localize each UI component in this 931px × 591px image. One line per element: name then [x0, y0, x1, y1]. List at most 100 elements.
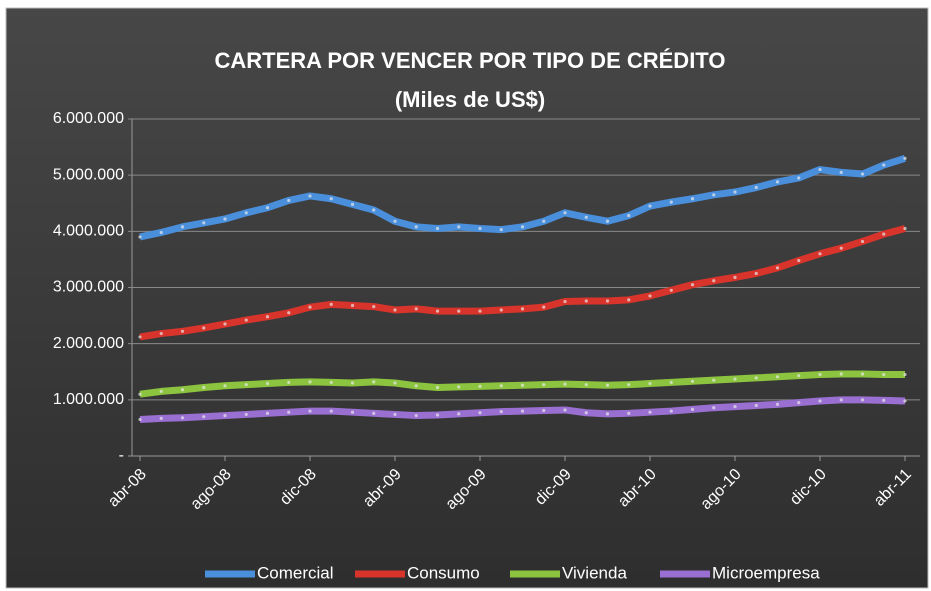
point-marker [393, 219, 397, 223]
point-marker [584, 411, 588, 415]
y-tick-label: - [119, 447, 124, 464]
point-marker [563, 299, 567, 304]
point-marker [478, 384, 482, 388]
point-marker [584, 215, 588, 219]
point-marker [882, 232, 886, 236]
point-marker [690, 379, 695, 383]
point-marker [350, 303, 355, 308]
point-marker [903, 156, 907, 160]
point-marker [350, 202, 355, 206]
point-marker [457, 385, 461, 389]
point-marker [797, 401, 801, 405]
point-marker [754, 376, 758, 380]
point-marker [605, 412, 610, 416]
point-marker [393, 412, 397, 417]
point-marker [712, 279, 716, 283]
point-marker [372, 208, 376, 212]
point-marker [754, 403, 758, 408]
point-marker [457, 309, 461, 313]
point-marker [733, 190, 737, 194]
point-marker [499, 308, 503, 312]
y-tick-label: 2.000.000 [53, 335, 124, 352]
point-marker [478, 226, 482, 231]
point-marker [648, 381, 652, 386]
point-marker [733, 377, 737, 381]
point-marker [372, 411, 376, 415]
point-marker [159, 416, 163, 420]
point-marker [138, 417, 142, 422]
point-marker [329, 197, 333, 201]
point-marker [520, 409, 525, 413]
point-marker [860, 172, 865, 176]
point-marker [797, 176, 801, 180]
y-tick-label: 5.000.000 [53, 166, 124, 183]
point-marker [244, 211, 248, 215]
point-marker [860, 398, 865, 402]
point-marker [797, 258, 801, 263]
point-marker [584, 383, 588, 387]
point-marker [223, 384, 227, 388]
point-marker [265, 315, 270, 319]
point-marker [839, 372, 843, 376]
chart-subtitle: (Miles de US$) [395, 87, 545, 112]
point-marker [542, 305, 546, 309]
point-marker [308, 194, 312, 198]
point-marker [542, 383, 546, 387]
point-marker [839, 170, 843, 174]
legend-label: Consumo [407, 563, 480, 582]
chart-background [5, 7, 929, 589]
point-marker [414, 225, 418, 229]
point-marker [372, 380, 376, 384]
point-marker [244, 412, 248, 417]
point-marker [818, 167, 822, 172]
point-marker [860, 239, 865, 244]
point-marker [882, 372, 886, 377]
point-marker [202, 221, 206, 225]
point-marker [712, 406, 716, 410]
point-marker [775, 266, 780, 270]
point-marker [605, 383, 610, 387]
point-marker [180, 329, 185, 333]
point-marker [329, 302, 333, 306]
point-marker [775, 375, 780, 379]
point-marker [202, 326, 206, 330]
point-marker [435, 413, 440, 417]
point-marker [775, 402, 780, 406]
point-marker [860, 372, 865, 376]
point-marker [882, 163, 886, 167]
point-marker [690, 197, 695, 201]
point-marker [648, 204, 652, 208]
point-marker [478, 411, 482, 415]
point-marker [244, 383, 248, 387]
point-marker [287, 198, 291, 203]
point-marker [627, 214, 631, 218]
point-marker [520, 225, 525, 229]
point-marker [159, 389, 163, 394]
legend-label: Microempresa [712, 563, 820, 582]
point-marker [839, 398, 843, 402]
point-marker [563, 382, 567, 386]
point-marker [520, 307, 525, 311]
point-marker [180, 388, 185, 392]
point-marker [180, 225, 185, 229]
point-marker [350, 410, 355, 414]
point-marker [393, 308, 397, 312]
point-marker [733, 275, 737, 279]
point-marker [520, 383, 525, 387]
point-marker [605, 219, 610, 223]
point-marker [223, 217, 227, 221]
y-tick-label: 1.000.000 [53, 391, 124, 408]
point-marker [265, 411, 270, 415]
point-marker [690, 407, 695, 411]
point-marker [287, 311, 291, 315]
point-marker [690, 283, 695, 287]
point-marker [414, 413, 418, 418]
point-marker [138, 392, 142, 396]
point-marker [542, 408, 546, 413]
point-marker [159, 230, 163, 235]
point-marker [350, 381, 355, 385]
point-marker [138, 335, 142, 339]
point-marker [329, 380, 333, 385]
legend-label: Comercial [257, 563, 334, 582]
